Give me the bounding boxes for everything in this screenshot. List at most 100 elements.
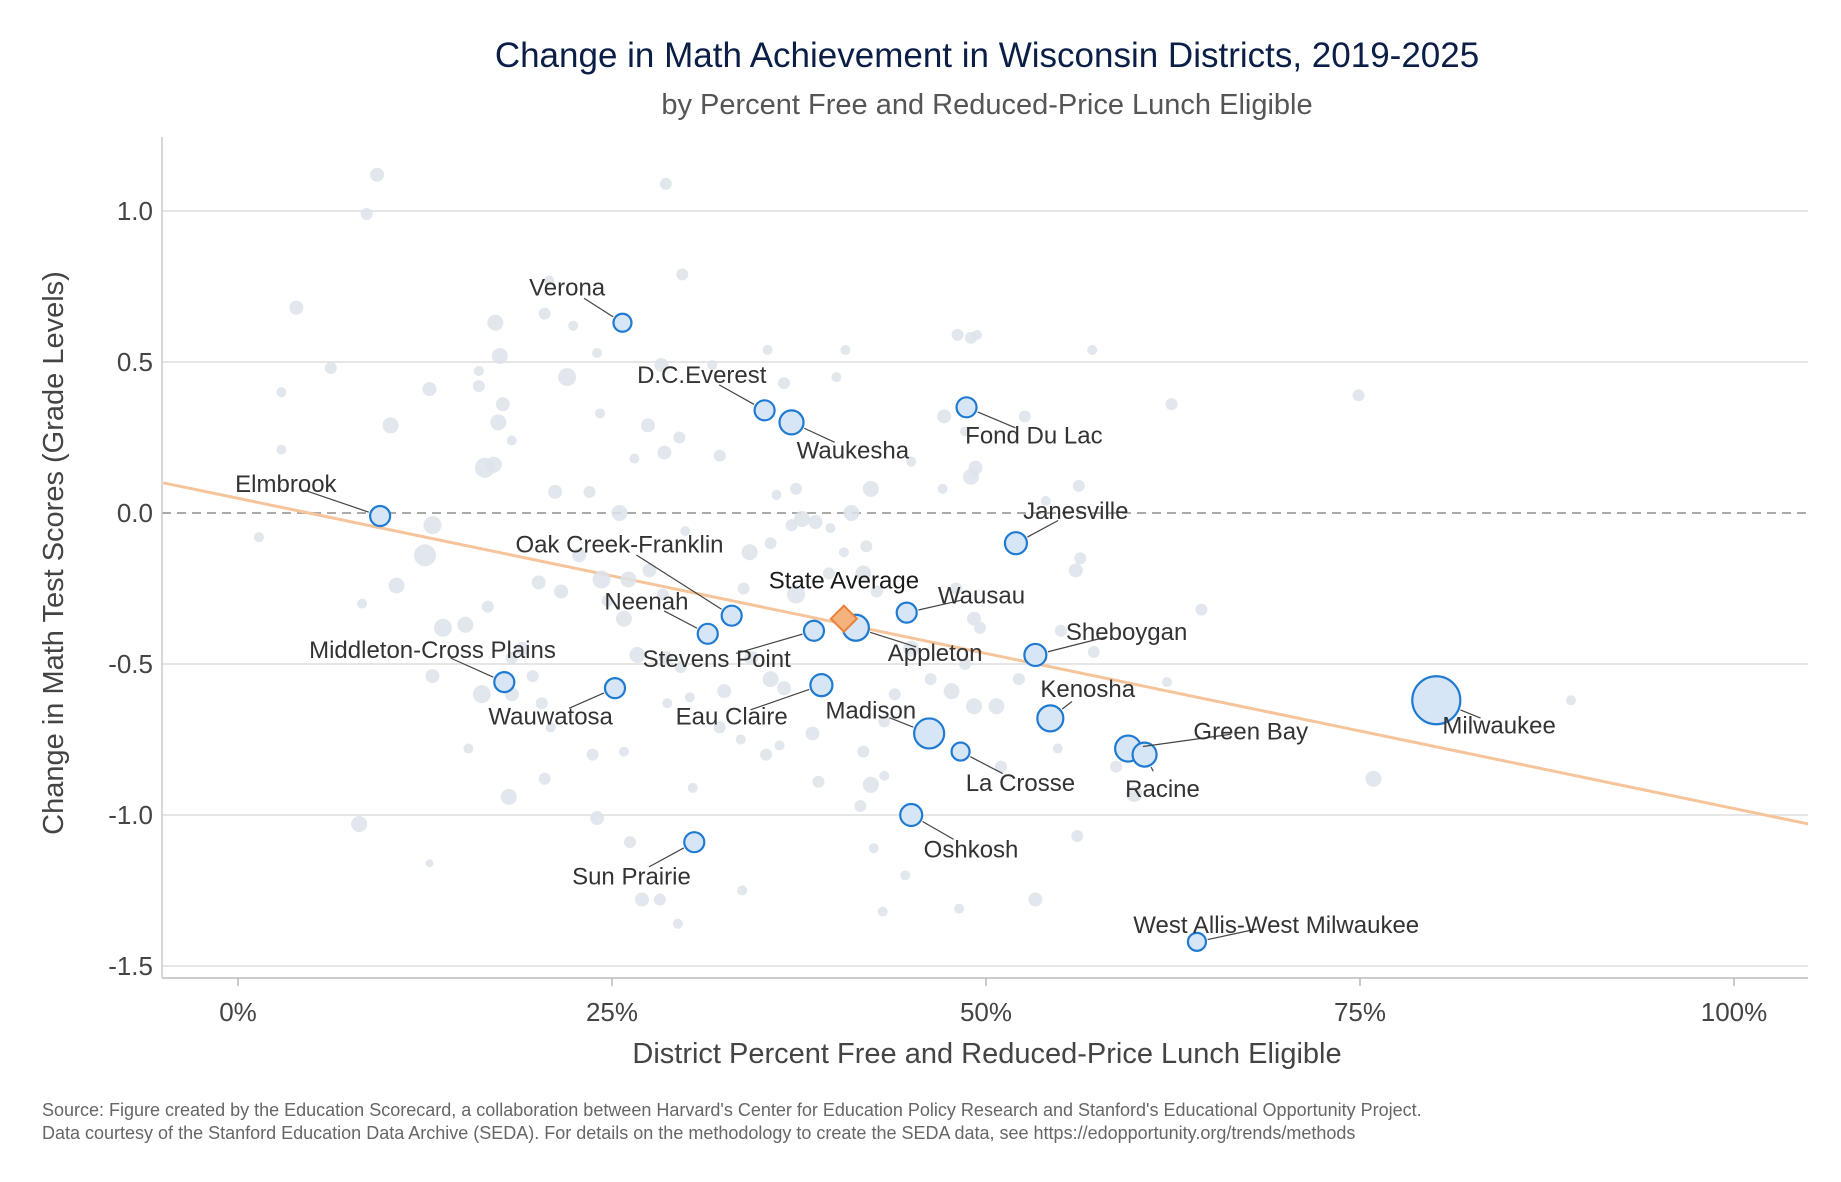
label-leader-line xyxy=(1460,709,1481,719)
background-point xyxy=(629,453,640,464)
background-point xyxy=(276,444,287,455)
district-label: Appleton xyxy=(888,640,983,667)
background-point xyxy=(707,360,718,371)
background-point xyxy=(737,885,748,896)
background-point xyxy=(963,468,980,485)
background-point xyxy=(595,408,606,419)
background-point xyxy=(1195,603,1208,616)
background-point xyxy=(601,594,614,607)
background-point xyxy=(592,570,611,589)
background-point xyxy=(653,893,666,906)
background-point xyxy=(276,387,287,398)
background-point xyxy=(862,776,879,793)
chart-title: Change in Math Achievement in Wisconsin … xyxy=(495,36,1479,75)
background-point xyxy=(481,600,494,613)
district-label: Neenah xyxy=(604,589,688,616)
label-leader-line xyxy=(663,610,698,629)
label-leader-line xyxy=(977,411,1016,429)
background-point xyxy=(515,641,530,656)
background-point xyxy=(473,366,484,377)
district-point xyxy=(1131,741,1158,768)
background-point xyxy=(642,563,657,578)
label-leader-line xyxy=(735,633,803,655)
background-point xyxy=(924,673,937,686)
background-point xyxy=(382,417,399,434)
background-point xyxy=(360,208,373,221)
background-point xyxy=(805,726,820,741)
district-point xyxy=(683,831,706,854)
background-point xyxy=(253,532,264,543)
background-point xyxy=(629,646,646,663)
district-point xyxy=(612,312,633,333)
district-label: Kenosha xyxy=(1040,676,1135,703)
district-point xyxy=(493,671,516,694)
district-point xyxy=(720,604,743,627)
background-point xyxy=(357,598,368,609)
background-point xyxy=(554,584,569,599)
district-label: Wausau xyxy=(938,583,1025,610)
background-point xyxy=(1087,645,1100,658)
label-leader-line xyxy=(970,756,1003,775)
x-axis-title: District Percent Free and Reduced-Price … xyxy=(632,1038,1341,1070)
district-label: Milwaukee xyxy=(1442,712,1555,739)
background-point xyxy=(659,177,672,190)
background-point xyxy=(943,683,960,700)
background-point xyxy=(950,582,963,595)
district-label: Elmbrook xyxy=(235,471,337,498)
background-point xyxy=(954,903,965,914)
background-point xyxy=(425,859,434,868)
background-point xyxy=(535,697,548,710)
background-point xyxy=(713,721,726,734)
background-point xyxy=(370,167,385,182)
background-point xyxy=(658,650,673,665)
background-point xyxy=(793,511,810,528)
district-point xyxy=(696,622,719,645)
background-point xyxy=(1028,892,1043,907)
district-label: Oshkosh xyxy=(924,836,1019,863)
state-average-label: State Average xyxy=(769,568,919,595)
y-tick-label: 1.0 xyxy=(117,196,153,226)
background-point xyxy=(1565,695,1576,706)
background-point xyxy=(1054,624,1067,637)
background-point xyxy=(937,483,948,494)
background-point xyxy=(457,616,474,633)
background-point xyxy=(590,811,605,826)
background-point xyxy=(558,368,577,387)
background-points xyxy=(253,167,1576,929)
y-tick-label: 0.5 xyxy=(117,347,153,377)
background-point xyxy=(857,745,870,758)
district-label: Racine xyxy=(1125,776,1200,803)
background-point xyxy=(1052,743,1063,754)
background-point xyxy=(951,328,964,341)
background-point xyxy=(1087,344,1098,355)
axes: 1.0 0.5 0.0 -0.5 -1.0 -1.5 0% 25% 50% 75% 100% xyxy=(108,137,1808,1027)
background-point xyxy=(545,722,556,733)
background-point xyxy=(903,640,920,657)
label-leader-line xyxy=(803,427,835,443)
background-point xyxy=(684,692,695,703)
district-label: Middleton-Cross Plains xyxy=(309,637,556,664)
district-point xyxy=(955,396,978,419)
background-point xyxy=(495,397,510,412)
background-point xyxy=(538,307,551,320)
background-point xyxy=(988,698,1005,715)
district-point xyxy=(913,717,946,750)
background-point xyxy=(526,670,539,683)
background-point xyxy=(785,519,798,532)
background-point xyxy=(838,547,849,558)
background-point xyxy=(491,347,508,364)
background-point xyxy=(414,544,436,567)
district-point xyxy=(1186,931,1208,952)
x-tick-label: 50% xyxy=(960,997,1012,1027)
district-point xyxy=(899,802,924,828)
background-point xyxy=(831,372,842,383)
background-point xyxy=(822,567,835,580)
background-point xyxy=(640,418,655,433)
source-note-line-1: Source: Figure created by the Education … xyxy=(42,1100,1422,1120)
background-point xyxy=(972,329,983,340)
highlighted-points xyxy=(369,312,1462,952)
background-point xyxy=(472,380,485,393)
label-leader-line xyxy=(1207,928,1257,941)
label-leader-line xyxy=(869,631,917,648)
background-point xyxy=(674,661,687,674)
